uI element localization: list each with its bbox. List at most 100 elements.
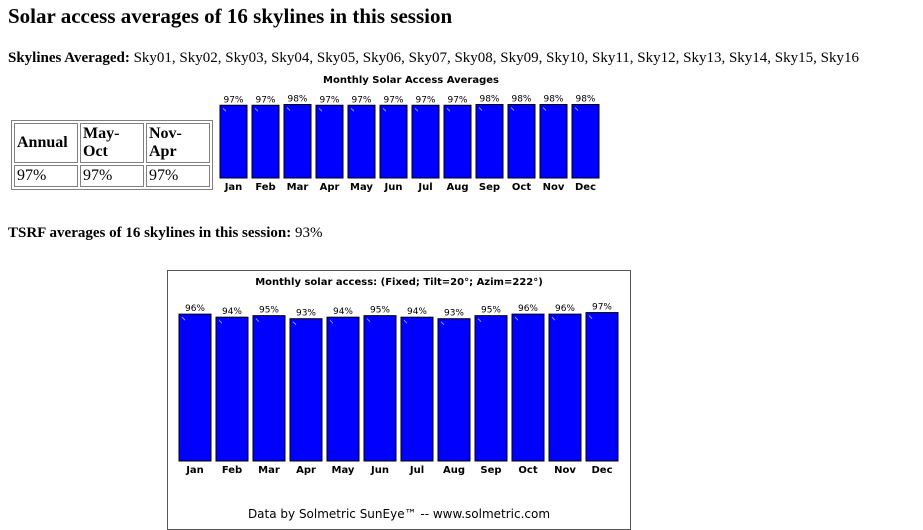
value-may-oct: 97% [80, 165, 144, 187]
skylines-value: Sky01, Sky02, Sky03, Sky04, Sky05, Sky06… [133, 50, 859, 66]
category-label-apr: Apr [320, 182, 340, 193]
category-label-jun: Jun [370, 465, 389, 476]
header-annual: Annual [14, 123, 78, 163]
value-label-dec: 98% [575, 95, 595, 105]
value-label-may: 97% [351, 95, 371, 105]
bar-highlight [318, 107, 323, 112]
category-label-may: May [350, 182, 373, 193]
summary-table: Annual May-Oct Nov-Apr 97% 97% 97% [11, 120, 213, 190]
bar-highlight [286, 107, 291, 111]
value-label-apr: 97% [319, 95, 339, 105]
bar-highlight [440, 321, 445, 326]
bar-aug [437, 318, 471, 462]
category-label-jun: Jun [384, 182, 403, 193]
value-label-sep: 98% [479, 95, 499, 105]
value-label-oct: 96% [518, 304, 538, 314]
bar-jun [363, 315, 397, 462]
bar-nov [548, 313, 582, 462]
category-label-dec: Dec [591, 465, 612, 476]
bar-jun [379, 104, 408, 179]
category-label-oct: Oct [518, 465, 537, 476]
bar-highlight [446, 107, 451, 112]
bar-jul [411, 104, 440, 179]
value-label-jan: 96% [185, 304, 205, 314]
bar-oct [507, 104, 536, 179]
bar-highlight [181, 316, 186, 321]
category-label-jul: Jul [417, 182, 432, 193]
bar-apr [289, 318, 323, 462]
bar-feb [251, 104, 280, 179]
value-label-dec: 97% [592, 303, 612, 313]
chart-title: Monthly Solar Access Averages [323, 75, 499, 86]
bar-nov [539, 104, 568, 179]
bar-sep [474, 315, 508, 462]
value-label-feb: 94% [222, 307, 242, 317]
category-label-jan: Jan [185, 465, 204, 476]
bar-apr [315, 104, 344, 179]
value-label-jul: 97% [415, 95, 435, 105]
category-label-mar: Mar [258, 465, 280, 476]
header-nov-apr: Nov-Apr [146, 123, 210, 163]
category-label-nov: Nov [554, 465, 576, 476]
bar-highlight [329, 319, 334, 324]
page-title: Solar access averages of 16 skylines in … [8, 4, 453, 28]
category-label-sep: Sep [480, 465, 501, 476]
category-label-apr: Apr [296, 465, 316, 476]
value-label-nov: 96% [555, 304, 575, 314]
category-label-aug: Aug [446, 182, 468, 193]
value-label-sep: 95% [481, 306, 501, 316]
value-label-oct: 98% [511, 95, 531, 105]
bar-highlight [350, 107, 355, 112]
bar-highlight [218, 319, 223, 324]
tsrf-label: TSRF averages of 16 skylines in this ses… [8, 225, 292, 241]
bar-oct [511, 313, 545, 462]
chart-title: Monthly solar access: (Fixed; Tilt=20°; … [255, 277, 543, 288]
bar-highlight [588, 315, 593, 319]
chart-footer: Data by Solmetric SunEye™ -- www.solmetr… [248, 507, 550, 521]
tsrf-value: 93% [294, 225, 323, 241]
category-label-may: May [332, 465, 355, 476]
category-label-feb: Feb [255, 182, 275, 193]
bar-dec [585, 312, 619, 462]
bar-highlight [478, 107, 483, 111]
category-label-jul: Jul [409, 465, 424, 476]
bar-highlight [477, 318, 482, 323]
bar-highlight [574, 107, 579, 111]
value-label-apr: 93% [296, 309, 316, 319]
value-annual: 97% [14, 165, 78, 187]
bar-highlight [382, 107, 387, 112]
bar-dec [571, 104, 600, 179]
monthly-solar-access-tilt-chart: Monthly solar access: (Fixed; Tilt=20°; … [178, 277, 619, 521]
summary-header-row: Annual May-Oct Nov-Apr [14, 123, 210, 163]
value-label-mar: 95% [259, 306, 279, 316]
bar-feb [215, 316, 249, 462]
value-label-aug: 97% [447, 95, 467, 105]
value-label-aug: 93% [444, 309, 464, 319]
bar-mar [283, 104, 312, 179]
value-nov-apr: 97% [146, 165, 210, 187]
category-label-nov: Nov [543, 182, 565, 193]
value-label-may: 94% [333, 307, 353, 317]
value-label-nov: 98% [543, 95, 563, 105]
value-label-feb: 97% [255, 95, 275, 105]
value-label-jun: 97% [383, 95, 403, 105]
bar-highlight [551, 316, 556, 321]
header-may-oct: May-Oct [80, 123, 144, 163]
bar-highlight [403, 319, 408, 324]
category-label-aug: Aug [443, 465, 465, 476]
bar-may [326, 316, 360, 462]
value-label-mar: 98% [287, 95, 307, 105]
bar-highlight [254, 107, 259, 112]
skylines-averaged: Skylines Averaged: Sky01, Sky02, Sky03, … [8, 50, 859, 67]
bar-mar [252, 315, 286, 462]
bar-highlight [292, 321, 297, 326]
bar-jan [178, 313, 212, 462]
category-label-oct: Oct [512, 182, 531, 193]
bar-highlight [514, 316, 519, 321]
category-label-dec: Dec [575, 182, 596, 193]
skylines-label: Skylines Averaged: [8, 50, 130, 66]
category-label-sep: Sep [479, 182, 500, 193]
tsrf-average: TSRF averages of 16 skylines in this ses… [8, 225, 322, 242]
bar-highlight [542, 107, 547, 111]
value-label-jan: 97% [223, 95, 243, 105]
